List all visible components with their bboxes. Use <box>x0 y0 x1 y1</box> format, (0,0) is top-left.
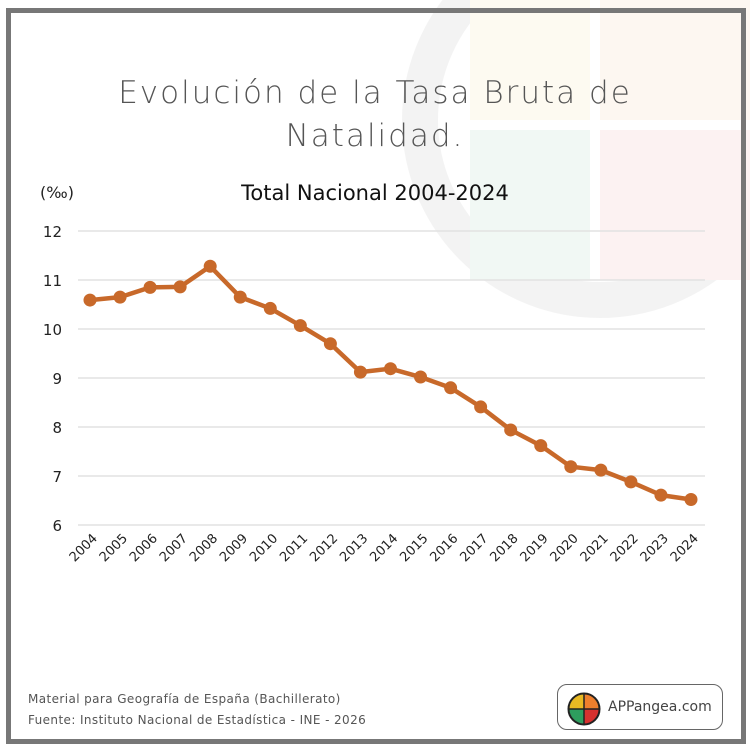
data-point <box>684 493 698 507</box>
x-tick-label: 2011 <box>277 531 311 565</box>
x-tick-label: 2019 <box>518 531 552 565</box>
x-tick-label: 2017 <box>457 531 491 565</box>
y-tick-label: 9 <box>52 370 62 388</box>
x-tick-label: 2006 <box>127 531 161 565</box>
y-tick-label: 6 <box>52 517 62 535</box>
data-point <box>203 259 217 273</box>
data-point <box>83 293 97 307</box>
data-point <box>233 290 247 304</box>
y-tick-label: 11 <box>43 272 62 290</box>
data-point <box>353 365 367 379</box>
chart-title-line1: Evolución de la Tasa Bruta de <box>118 75 632 111</box>
x-tick-label: 2022 <box>608 531 642 565</box>
x-tick-label: 2014 <box>367 531 401 565</box>
x-tick-label: 2024 <box>668 531 702 565</box>
appangea-badge[interactable]: APPangea.com <box>557 684 723 730</box>
x-tick-label: 2016 <box>427 531 461 565</box>
data-point <box>654 488 668 502</box>
card-frame <box>6 8 746 744</box>
badge-text: APPangea.com <box>608 699 712 715</box>
x-tick-label: 2023 <box>638 531 672 565</box>
x-tick-label: 2020 <box>548 531 582 565</box>
x-tick-label: 2004 <box>67 531 101 565</box>
data-point <box>113 290 127 304</box>
x-tick-label: 2018 <box>488 531 522 565</box>
data-point <box>534 439 548 453</box>
data-point <box>263 301 277 315</box>
data-point <box>414 370 428 384</box>
chart-title-line2: Natalidad. <box>285 118 465 154</box>
y-tick-label: 8 <box>52 419 62 437</box>
y-tick-label: 12 <box>43 223 62 241</box>
data-point <box>504 423 518 437</box>
chart-subtitle: Total Nacional 2004-2024 <box>241 181 509 205</box>
chart-title: Evolución de la Tasa Bruta de Natalidad. <box>40 72 710 158</box>
x-tick-label: 2015 <box>397 531 431 565</box>
data-point <box>323 337 337 351</box>
x-tick-label: 2005 <box>97 531 131 565</box>
footer-source-note: Fuente: Instituto Nacional de Estadístic… <box>28 713 367 727</box>
data-point <box>474 400 488 414</box>
data-point <box>624 475 638 489</box>
x-tick-label: 2008 <box>187 531 221 565</box>
logo-divider <box>569 694 599 724</box>
x-tick-label: 2010 <box>247 531 281 565</box>
x-tick-label: 2009 <box>217 531 251 565</box>
y-axis-unit-label: (‰) <box>40 183 74 202</box>
data-point <box>173 280 187 294</box>
data-point <box>384 362 397 376</box>
data-point <box>444 381 458 395</box>
puzzle-globe-logo-icon <box>567 692 601 726</box>
y-tick-label: 10 <box>43 321 62 339</box>
x-tick-label: 2013 <box>337 531 371 565</box>
footer-material-note: Material para Geografía de España (Bachi… <box>28 692 341 706</box>
x-tick-label: 2021 <box>578 531 612 565</box>
data-point <box>594 463 608 477</box>
data-point <box>143 280 157 294</box>
x-tick-label: 2012 <box>307 531 341 565</box>
y-tick-label: 7 <box>52 468 62 486</box>
data-point <box>564 460 578 474</box>
data-point <box>293 319 307 333</box>
x-tick-label: 2007 <box>157 531 191 565</box>
